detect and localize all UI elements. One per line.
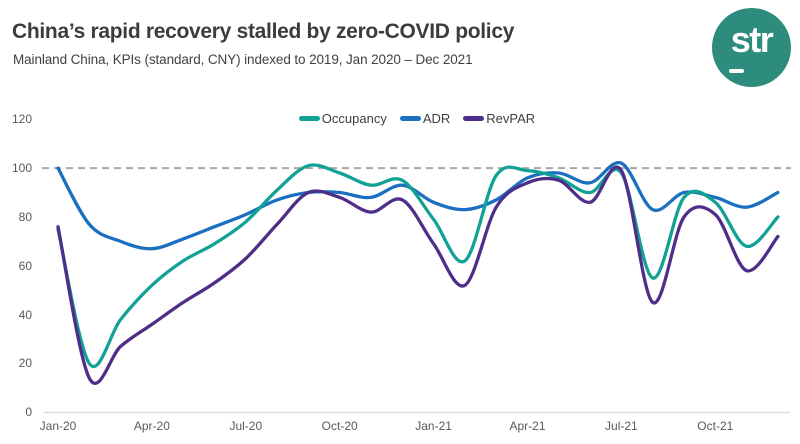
legend-swatch-adr — [399, 116, 421, 121]
legend-swatch-revpar — [463, 116, 485, 121]
x-tick-label: Jul-21 — [605, 419, 638, 433]
y-tick-label: 60 — [18, 258, 32, 273]
revpar-line — [56, 165, 780, 385]
y-tick-label: 20 — [18, 356, 32, 371]
chart-legend: Occupancy ADR RevPAR — [44, 111, 790, 126]
x-tick-label: Oct-20 — [321, 419, 358, 433]
x-tick-label: Jan-21 — [415, 419, 452, 433]
str-logo-text: str — [730, 19, 774, 60]
x-tick-label: Apr-20 — [133, 419, 170, 433]
legend-item-occupancy: Occupancy — [298, 111, 387, 126]
occupancy-line — [56, 163, 780, 368]
legend-item-revpar: RevPAR — [463, 111, 535, 126]
x-tick-label: Jul-20 — [229, 419, 263, 433]
legend-swatch-occupancy — [298, 116, 320, 121]
page-title: China’s rapid recovery stalled by zero-C… — [12, 20, 515, 43]
str-logo: str — [712, 8, 791, 87]
x-tick-label: Jan-20 — [39, 419, 77, 433]
y-tick-label: 0 — [25, 405, 32, 420]
str-logo-underline — [729, 69, 744, 73]
y-tick-label: 120 — [11, 112, 32, 127]
y-tick-label: 80 — [18, 209, 32, 224]
y-tick-label: 100 — [11, 161, 32, 176]
legend-label: Occupancy — [321, 111, 387, 126]
page-subtitle: Mainland China, KPIs (standard, CNY) ind… — [13, 52, 473, 67]
legend-label: RevPAR — [486, 111, 536, 126]
x-tick-label: Apr-21 — [509, 419, 546, 433]
x-tick-label: Oct-21 — [697, 419, 734, 433]
legend-label: ADR — [422, 111, 451, 126]
y-tick-label: 40 — [18, 307, 32, 322]
adr-line — [56, 161, 780, 251]
legend-item-adr: ADR — [399, 111, 451, 126]
